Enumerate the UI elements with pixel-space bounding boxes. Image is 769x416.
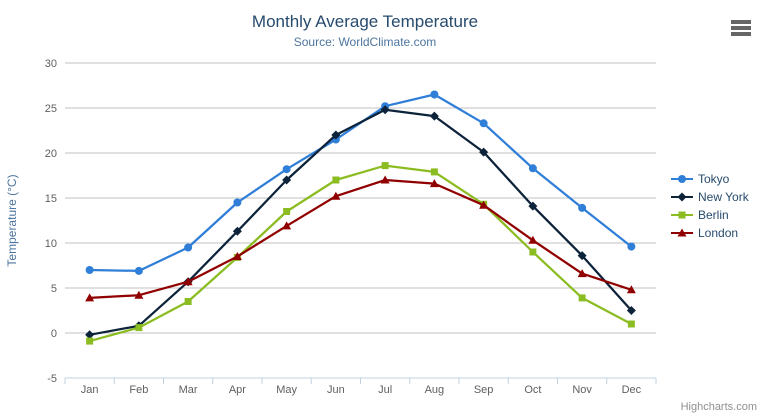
chart-subtitle: Source: WorldClimate.com: [293, 35, 437, 49]
data-point: [627, 242, 636, 251]
x-axis-label: Jan: [81, 384, 99, 396]
legend-marker-triangle-icon: [671, 228, 693, 237]
data-point: [430, 168, 438, 176]
series-line-new-york: [89, 108, 633, 336]
data-point: [528, 235, 538, 244]
data-point: [626, 306, 636, 315]
data-point: [627, 320, 635, 328]
data-point: [479, 119, 488, 128]
data-point: [183, 277, 193, 286]
data-point: [479, 200, 489, 209]
data-point: [380, 105, 390, 115]
y-axis-label: 0: [51, 328, 57, 340]
data-point: [529, 248, 537, 256]
x-axis-label: Feb: [129, 384, 148, 396]
data-point: [282, 175, 292, 185]
y-axis-label: 30: [45, 58, 57, 70]
y-axis-label: 10: [45, 238, 57, 250]
x-axis-label: Oct: [524, 384, 541, 396]
legend-label: London: [698, 226, 739, 240]
data-point: [626, 285, 636, 294]
y-axis-label: 25: [45, 103, 57, 115]
data-point: [184, 298, 192, 305]
series-line-berlin: [89, 164, 632, 343]
hamburger-icon: [731, 26, 751, 30]
data-point: [282, 165, 291, 174]
series-line-tokyo: [89, 93, 633, 273]
data-point: [85, 330, 95, 340]
x-axis-label: Mar: [179, 384, 198, 396]
x-axis-label: Dec: [622, 384, 642, 396]
data-point: [429, 111, 439, 121]
legend-item-tokyo[interactable]: Tokyo: [671, 172, 749, 186]
legend-item-london[interactable]: London: [671, 226, 749, 240]
x-axis-label: Aug: [425, 384, 445, 396]
legend-marker-circle-icon: [671, 175, 693, 183]
data-point: [381, 162, 389, 170]
data-point: [430, 90, 439, 99]
data-point: [380, 175, 390, 184]
x-axis-label: Jun: [327, 384, 345, 396]
x-axis-label: Nov: [572, 384, 592, 396]
data-point: [135, 324, 143, 332]
x-axis-label: Jul: [378, 384, 392, 396]
legend-label: Berlin: [698, 208, 729, 222]
legend-marker-square-icon: [671, 211, 693, 219]
data-point: [429, 179, 439, 188]
data-point: [134, 290, 144, 299]
legend-item-new-york[interactable]: New York: [671, 190, 749, 204]
data-point: [528, 164, 537, 173]
legend-label: Tokyo: [698, 172, 730, 186]
x-axis-label: May: [276, 384, 297, 396]
data-point: [331, 191, 341, 200]
data-point: [134, 266, 143, 275]
data-point: [577, 251, 587, 261]
chart-title: Monthly Average Temperature: [251, 12, 479, 31]
data-point: [233, 198, 242, 207]
credits-link[interactable]: Highcharts.com: [680, 401, 757, 413]
data-point: [528, 201, 538, 211]
data-point: [331, 130, 341, 140]
data-point: [283, 208, 291, 215]
y-axis-label: 20: [45, 148, 57, 160]
data-point: [85, 266, 94, 274]
hamburger-icon: [731, 20, 751, 24]
data-point: [282, 221, 292, 230]
legend-item-berlin[interactable]: Berlin: [671, 208, 749, 222]
series-line-london: [89, 178, 632, 300]
data-point: [184, 243, 193, 252]
data-point: [332, 176, 340, 184]
hamburger-icon: [731, 32, 751, 36]
export-menu-button[interactable]: [729, 18, 753, 38]
data-point: [85, 293, 95, 302]
legend-label: New York: [698, 190, 749, 204]
y-axis-label: 15: [45, 193, 57, 205]
data-point: [578, 294, 586, 302]
data-point: [479, 147, 489, 157]
data-point: [232, 226, 242, 236]
y-axis-label: 5: [51, 283, 57, 295]
data-point: [86, 337, 94, 345]
x-axis-label: Apr: [229, 384, 246, 396]
legend-marker-diamond-icon: [671, 192, 693, 202]
x-axis-label: Sep: [474, 384, 494, 396]
data-point: [578, 203, 587, 212]
data-point: [232, 252, 242, 260]
y-axis-label: -5: [47, 373, 57, 385]
y-axis-title: Temperature (°C): [5, 174, 19, 266]
legend: Tokyo New York Berlin London: [671, 172, 749, 240]
data-point: [577, 269, 587, 278]
